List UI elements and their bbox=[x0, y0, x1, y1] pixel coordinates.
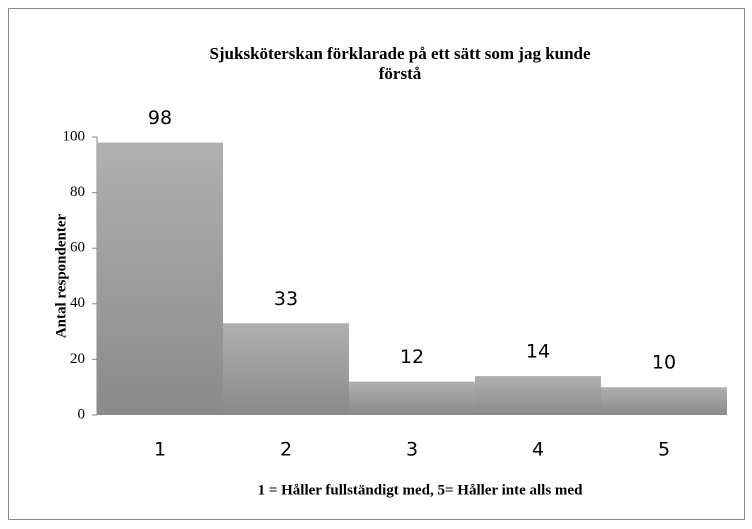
data-label: 33 bbox=[274, 288, 298, 310]
x-tick-label: 3 bbox=[406, 439, 418, 461]
x-axis-label: 1 = Håller fullständigt med, 5= Håller i… bbox=[258, 482, 584, 498]
bar bbox=[475, 376, 601, 415]
y-tick-label: 80 bbox=[70, 184, 85, 200]
x-tick-label: 2 bbox=[280, 439, 292, 461]
bar bbox=[223, 323, 349, 415]
y-tick-label: 40 bbox=[70, 295, 85, 311]
x-tick-label: 1 bbox=[154, 439, 166, 461]
y-tick-label: 60 bbox=[70, 240, 85, 256]
x-tick-label: 5 bbox=[658, 439, 670, 461]
data-label: 12 bbox=[400, 346, 424, 368]
y-axis-label: Antal respondenter bbox=[53, 214, 69, 339]
data-label: 98 bbox=[148, 107, 172, 129]
y-tick-label: 20 bbox=[70, 351, 85, 367]
chart-title: Sjuksköterskan förklarade på ett sätt so… bbox=[209, 44, 591, 83]
data-label: 14 bbox=[526, 341, 550, 363]
bar bbox=[97, 142, 223, 415]
y-tick-label: 0 bbox=[78, 406, 86, 422]
y-tick-label: 100 bbox=[63, 128, 86, 144]
x-tick-label: 4 bbox=[532, 439, 544, 461]
bar bbox=[601, 387, 727, 415]
bar bbox=[349, 381, 475, 415]
data-label: 10 bbox=[652, 352, 676, 374]
